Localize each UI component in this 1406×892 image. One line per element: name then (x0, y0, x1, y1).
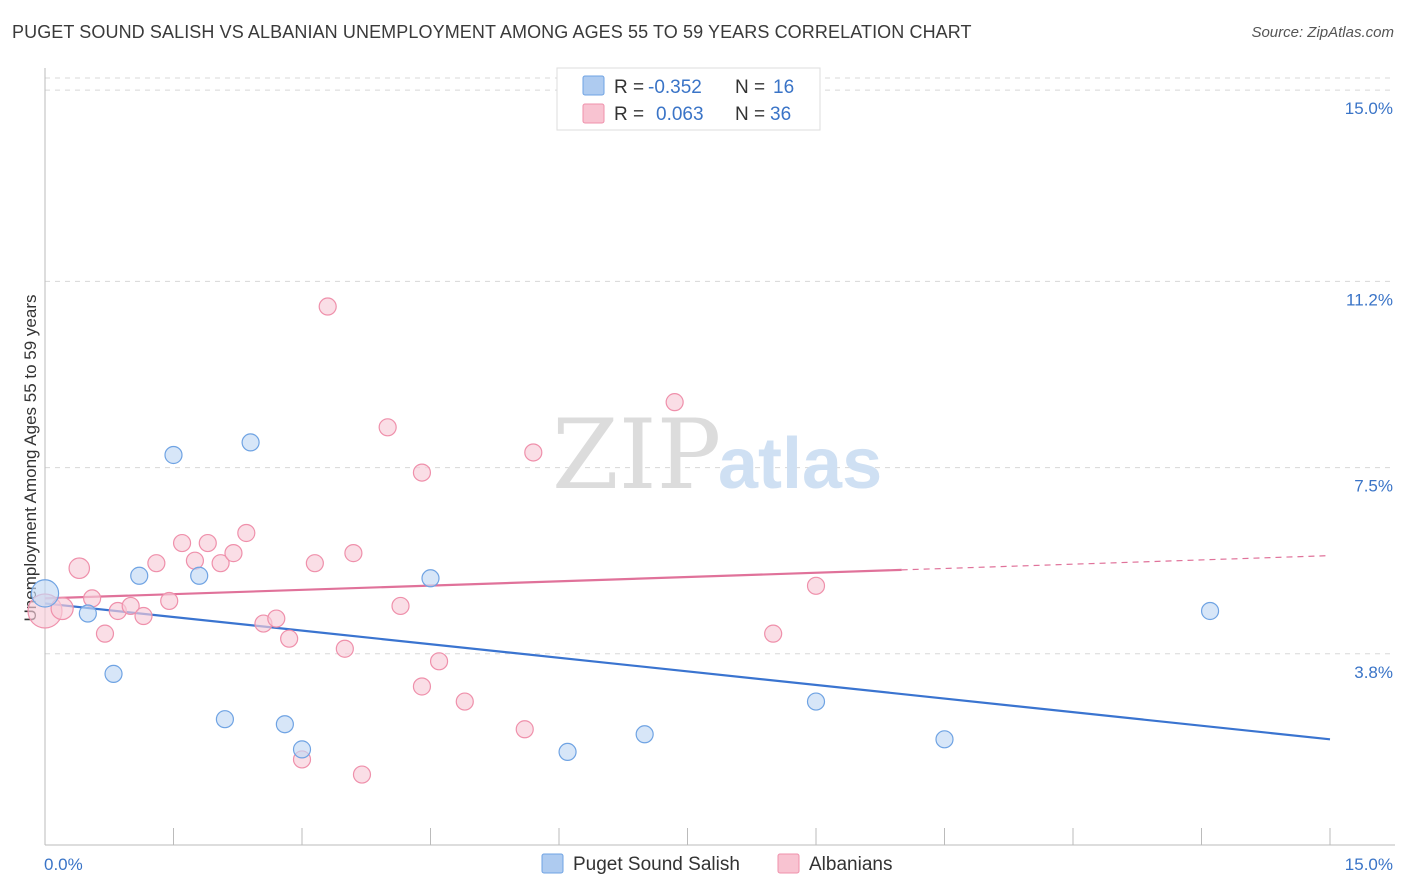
point-albanians (147, 554, 166, 573)
y-tick-labels: 3.8% 7.5% 11.2% 15.0% (1345, 99, 1393, 682)
trend-line-albanians (44, 568, 902, 600)
point-albanians (344, 544, 363, 563)
legend-swatch-salish (582, 75, 605, 96)
point-albanians (305, 554, 324, 573)
point-albanians (378, 418, 397, 437)
point-albanians (806, 576, 826, 595)
y-axis-label: Unemployment Among Ages 55 to 59 years (21, 295, 40, 622)
legend-n-label-albanians: N = (735, 104, 765, 125)
point-salish (1200, 601, 1220, 621)
x-tick-labels: 0.0% 15.0% (44, 855, 1393, 874)
watermark-atlas: atlas (718, 424, 882, 504)
point-albanians (160, 591, 179, 611)
point-salish (806, 692, 826, 711)
x-tick-label-max: 15.0% (1345, 855, 1393, 874)
point-albanians (665, 393, 684, 412)
point-albanians (134, 606, 153, 626)
point-salish (421, 569, 440, 588)
y-tick-label: 7.5% (1354, 477, 1393, 496)
point-albanians (318, 297, 337, 316)
point-albanians (68, 557, 91, 580)
legend-n-value-salish: 16 (773, 77, 794, 98)
legend-r-value-albanians: 0.063 (656, 104, 704, 125)
data-points (27, 297, 1220, 784)
chart-title: PUGET SOUND SALISH VS ALBANIAN UNEMPLOYM… (12, 22, 972, 42)
point-albanians (95, 624, 115, 643)
point-salish (164, 445, 183, 465)
point-salish (30, 579, 60, 608)
legend-r-value-salish: -0.352 (648, 77, 702, 98)
series-legend: Puget Sound Salish Albanians (541, 853, 892, 875)
trend-lines (44, 555, 1331, 741)
point-salish (104, 664, 123, 683)
point-salish (292, 740, 312, 759)
point-albanians (50, 596, 74, 621)
trend-line-salish (44, 602, 1331, 741)
series-legend-label-salish: Puget Sound Salish (573, 854, 740, 875)
point-salish (935, 730, 954, 749)
point-albanians (172, 533, 192, 553)
legend-r-label-albanians: R = (614, 104, 644, 125)
point-albanians (524, 443, 543, 462)
point-salish (130, 566, 149, 585)
point-salish (190, 566, 209, 585)
point-salish (241, 433, 260, 452)
point-albanians (391, 596, 410, 616)
legend-r-label-salish: R = (614, 77, 644, 98)
axes (44, 68, 1395, 846)
point-salish (275, 715, 294, 734)
y-tick-label: 11.2% (1346, 290, 1393, 309)
series-legend-swatch-salish (541, 853, 564, 874)
point-albanians (352, 765, 372, 784)
grid-lines (45, 77, 1395, 655)
legend-n-value-albanians: 36 (770, 104, 791, 125)
watermark: ZIP atlas (552, 399, 882, 511)
point-albanians (335, 639, 354, 658)
point-albanians (412, 463, 432, 482)
point-albanians (455, 692, 474, 711)
legend-n-label-salish: N = (735, 77, 765, 98)
y-tick-label: 15.0% (1345, 99, 1393, 118)
point-albanians (83, 589, 102, 608)
point-albanians (280, 629, 299, 648)
point-albanians (267, 609, 286, 628)
point-salish (215, 710, 234, 729)
point-albanians (412, 677, 432, 696)
point-albanians (224, 544, 243, 563)
point-albanians (764, 624, 783, 643)
point-albanians (429, 652, 449, 671)
series-legend-label-albanians: Albanians (809, 854, 892, 875)
x-tick-label-min: 0.0% (44, 855, 83, 874)
series-legend-swatch-albanians (777, 853, 800, 874)
point-salish (558, 742, 577, 761)
point-albanians (121, 596, 140, 616)
point-albanians (237, 523, 256, 543)
legend-swatch-albanians (582, 103, 605, 124)
point-salish (635, 725, 654, 744)
trend-line-extension-albanians (901, 555, 1331, 571)
watermark-zip: ZIP (552, 399, 721, 511)
chart-source: Source: ZipAtlas.com (1251, 24, 1394, 41)
point-albanians (185, 551, 205, 570)
stats-legend: R = -0.352 N = 16 R = 0.063 N = 36 (556, 67, 821, 131)
y-tick-label: 3.8% (1354, 663, 1393, 682)
point-salish (78, 604, 97, 623)
point-albanians (198, 533, 217, 553)
point-albanians (211, 554, 230, 573)
point-albanians (515, 720, 534, 739)
